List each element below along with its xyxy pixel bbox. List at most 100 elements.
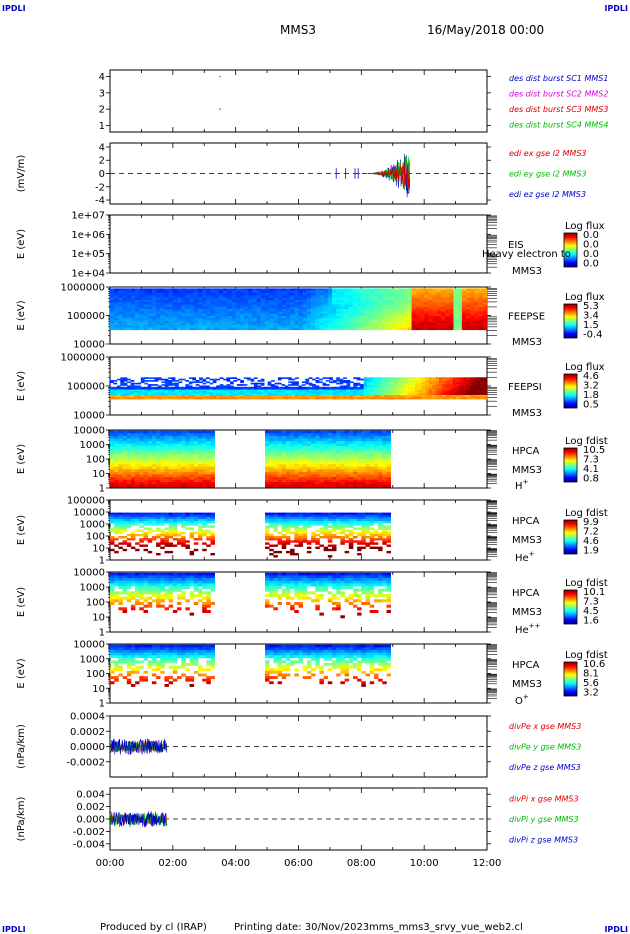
spectrogram-cell [480, 390, 484, 393]
spectrogram-cell [189, 304, 195, 308]
spectrogram-cell [357, 435, 362, 439]
spectrogram-cell [445, 316, 450, 319]
spectrogram-cell [171, 388, 176, 390]
spectrogram-cell [269, 441, 274, 444]
spectrogram-cell [189, 433, 195, 437]
spectrogram-cell [122, 536, 128, 539]
spectrogram-cell [260, 313, 266, 317]
spectrogram-cell [114, 544, 119, 547]
spectrogram-cell [332, 471, 337, 475]
spectrogram-cell [323, 466, 329, 470]
spectrogram-cell [231, 295, 236, 298]
spectrogram-cell [332, 297, 337, 301]
spectrogram-cell [290, 313, 295, 317]
spectrogram-cell [377, 381, 381, 384]
spectrogram-cell [386, 438, 391, 442]
spectrogram-cell [114, 471, 119, 475]
spectrogram-cell [445, 389, 450, 392]
spectrogram-cell [411, 388, 416, 390]
spectrogram-cell [143, 318, 148, 321]
spectrogram-cell [480, 397, 484, 400]
spectrogram-cell [327, 461, 333, 465]
spectrogram-cell [386, 453, 391, 457]
spectrogram-cell [394, 397, 399, 400]
spectrogram-cell [257, 389, 262, 392]
y-axis-label: E (eV) [16, 444, 27, 474]
spectrogram-cell [476, 392, 481, 394]
spectrogram-cell [267, 388, 272, 390]
spectrogram-cell [482, 297, 488, 301]
spectrogram-cell [273, 306, 278, 310]
spectrogram-cell [122, 514, 128, 518]
spectrogram-cell [177, 446, 182, 449]
spectrogram-cell [308, 382, 313, 385]
spectrogram-cell [302, 309, 308, 312]
spectrogram-cell [339, 382, 344, 385]
spectrogram-cell [483, 397, 488, 400]
spectrogram-cell [369, 446, 375, 449]
spectrogram-cell [415, 327, 421, 331]
spectrogram-cell [239, 299, 245, 303]
spectrogram-cell [267, 386, 272, 389]
spectrogram-cell [449, 382, 453, 385]
spectrogram-cell [206, 441, 211, 444]
spectrogram-cell [353, 443, 358, 447]
spectrogram-cell [473, 380, 477, 382]
spectrogram-cell [198, 477, 203, 480]
spectrogram-cell [298, 388, 303, 390]
spectrogram-cell [236, 397, 241, 400]
spectrogram-cell [164, 306, 169, 310]
spectrogram-cell [445, 320, 450, 324]
spectrogram-cell [193, 320, 199, 324]
spectrogram-cell [453, 306, 458, 310]
spectrogram-cell [269, 320, 274, 324]
spectrogram-cell [137, 382, 142, 385]
spectrogram-cell [411, 327, 417, 331]
spectrogram-cell [110, 446, 115, 449]
spectrogram-cell [319, 474, 324, 478]
spectrogram-cell [315, 306, 320, 310]
spectrogram-cell [294, 451, 299, 455]
spectrogram-cell [130, 461, 136, 465]
spectrogram-cell [122, 325, 128, 328]
spectrogram-cell [415, 381, 419, 384]
spectrogram-cell [156, 453, 161, 457]
legend-entry: edi ex gse l2 MMS3 [509, 149, 587, 158]
spectrogram-cell [319, 464, 324, 467]
spectrogram-cell [248, 311, 253, 314]
spectrogram-cell [424, 313, 429, 317]
spectrogram-cell [369, 453, 375, 457]
spectrogram-cell [134, 396, 138, 398]
spectrogram-cell [172, 299, 178, 303]
spectrogram-cell [298, 306, 303, 310]
spectrogram-cell [193, 471, 199, 475]
spectrogram-cell [114, 538, 119, 541]
spectrogram-cell [325, 388, 330, 390]
spectrogram-cell [336, 306, 341, 310]
spectrogram-cell [192, 378, 196, 381]
spectrogram-cell [294, 443, 299, 447]
spectrogram-cell [365, 304, 370, 308]
spectrogram-cell [336, 288, 341, 291]
spectrogram-cell [160, 327, 165, 331]
spectrogram-cell [327, 318, 333, 321]
spectrogram-cell [147, 389, 152, 392]
spectrogram-cell [332, 477, 337, 480]
spectrogram-cell [344, 471, 350, 475]
spectrogram-cell [453, 297, 458, 301]
spectrogram-cell [325, 397, 330, 400]
spectrogram-cell [357, 461, 362, 465]
spectrogram-cell [185, 316, 190, 319]
spectrogram-cell [327, 451, 333, 455]
spectrogram-cell [147, 390, 152, 393]
spectrogram-cell [302, 441, 308, 444]
spectrogram-cell [311, 318, 316, 321]
spectrogram-cell [181, 309, 186, 312]
spectrogram-cell [248, 297, 253, 301]
spectrogram-cell [449, 304, 454, 308]
spectrogram-cell [386, 469, 391, 473]
spectrogram-cell [452, 396, 457, 398]
spectrogram-cell [151, 446, 157, 449]
spectrogram-cell [164, 469, 169, 473]
spectrogram-cell [164, 299, 169, 303]
